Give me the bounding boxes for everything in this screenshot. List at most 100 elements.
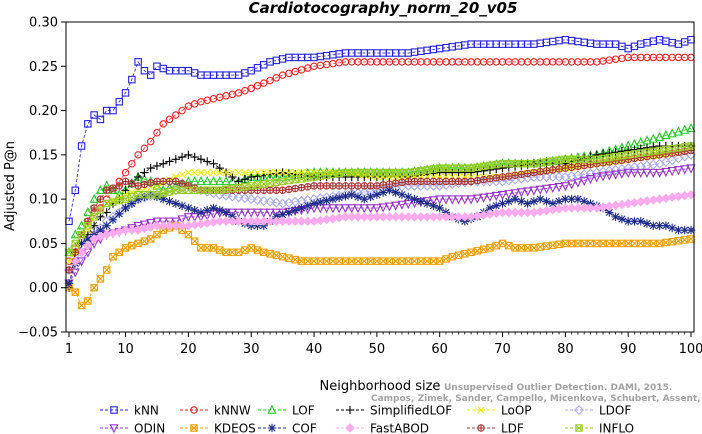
data-point-fastabod [365,212,376,222]
legend-item-kdeos: KDEOS [180,422,256,434]
data-point-odin [579,176,589,186]
data-point-cof [504,197,513,206]
data-point-cof [121,203,130,213]
data-point-cof [353,192,363,202]
series-knn [65,35,695,226]
data-point-fastabod [259,216,269,227]
data-point-odin [265,208,275,218]
data-point-knnw [234,89,243,97]
y-tick-label: 0.25 [29,60,58,75]
data-point-fastabod [516,207,527,218]
data-point-cof [309,199,319,208]
data-point-cof [165,197,174,206]
data-point-ldf [329,182,337,190]
data-point-loop [247,168,255,177]
data-point-odin [227,208,237,218]
data-point-odin [686,164,696,174]
data-point-odin [661,167,671,178]
data-point-kdeos [241,246,249,254]
data-point-odin [259,208,269,218]
legend-item-cof: COF [258,422,317,434]
data-point-odin [554,182,564,193]
data-point-cof [372,190,382,199]
data-point-fastabod [158,220,169,231]
data-point-ldf [278,186,287,195]
data-point-simplifiedlof [177,152,187,162]
data-point-cof [341,191,350,201]
data-point-ldof [271,197,282,208]
data-point-cof [636,217,645,226]
data-point-simplifiedlof [466,168,476,177]
data-point-ldf [417,177,425,186]
data-point-simplifiedlof [184,150,193,160]
legend-marker [190,424,198,432]
legend-marker [477,406,485,414]
data-point-fastabod [340,212,351,222]
data-point-knnw [178,106,186,115]
legend: kNN kNNW LOF SimplifiedLOF LoOP LDOF ODIN KDEOS… [100,404,634,434]
data-point-odin [497,190,508,201]
data-point-odin [139,220,149,230]
data-point-ldf [266,186,274,195]
data-point-simplifiedlof [240,175,250,184]
data-point-ldf [297,183,306,192]
data-point-lof [221,175,231,186]
data-point-odin [560,182,570,192]
series-line-odin [68,167,692,284]
data-point-cof [498,199,507,208]
legend-label: SimplifiedLOF [370,404,452,418]
data-point-odin [680,165,690,175]
data-point-knn [140,66,149,75]
data-point-ldf [347,182,356,190]
legend-label: ODIN [134,422,165,434]
data-point-cof [378,188,388,197]
data-point-cof [127,199,137,208]
data-point-odin [479,193,489,203]
data-point-lof [661,129,671,140]
data-point-odin [146,219,156,229]
data-point-knnw [128,159,136,168]
data-point-fastabod [265,216,275,227]
data-point-odin [353,204,363,214]
data-point-kdeos [360,257,369,265]
series-inflo [65,142,695,257]
data-point-ldf [435,177,444,186]
data-point-fastabod [422,212,432,222]
data-point-ldf [178,179,186,188]
data-point-kdeos [429,257,438,265]
data-point-cof [404,192,413,202]
y-tick-label: 0.00 [29,281,58,296]
data-point-loop [178,171,186,179]
data-point-inflo [90,213,98,221]
x-tick-label: 20 [180,342,197,357]
data-point-fastabod [83,240,93,251]
data-point-ldf [291,184,299,193]
data-point-simplifiedlof [171,155,181,164]
data-point-fastabod [573,203,583,213]
legend-marker [574,405,584,415]
data-point-inflo [260,180,268,188]
data-point-loop [266,168,274,177]
data-point-simplifiedlof [290,170,300,179]
legend-item-odin: ODIN [100,422,165,434]
data-point-inflo [291,175,299,184]
data-point-lof [83,206,93,217]
data-point-simplifiedlof [190,152,199,162]
data-point-odin [629,168,640,179]
x-tick-label: 1 [65,342,73,357]
data-point-ldf [272,186,281,195]
data-point-cof [422,199,432,208]
data-point-ldf [517,170,526,179]
data-point-simplifiedlof [203,157,212,166]
data-point-odin [453,195,464,205]
data-point-ldf [140,180,149,189]
data-point-knn [630,42,639,51]
data-point-cof [115,209,124,219]
data-point-ldf [165,177,174,186]
data-point-odin [365,204,376,214]
data-point-fastabod [566,203,577,213]
data-point-cof [561,194,570,204]
data-point-knnw [190,100,199,108]
legend-marker [575,424,583,432]
data-point-fastabod [510,207,520,218]
